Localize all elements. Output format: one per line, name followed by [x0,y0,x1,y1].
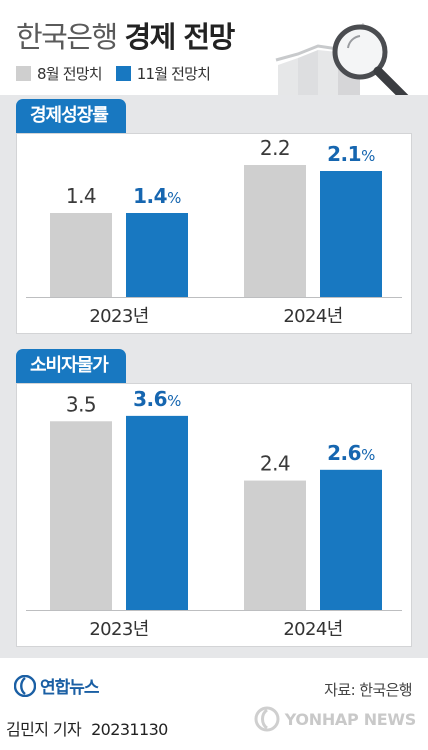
tab-prices: 소비자물가 [16,349,126,383]
value-label-c1-0-s1: 3.6% [133,387,181,411]
source-note: 자료: 한국은행 [324,681,412,699]
legend-item-nov: 11월 전망치 [115,63,211,84]
byline: 김민지 기자 20231130 [6,716,168,740]
legend-label-nov: 11월 전망치 [136,65,211,83]
author: 김민지 기자 [6,720,82,739]
tab-growth: 경제성장률 [16,99,126,133]
category-label-c0-1: 2024년 [283,306,342,327]
bar-c0-1-s1 [320,171,382,297]
title-bank: 한국은행 [16,20,118,54]
value-label-c0-1-s1: 2.1% [327,142,375,166]
legend-label-aug: 8월 전망치 [37,65,103,83]
watermark-logo-icon [254,706,280,732]
prices-chart: 3.5 3.6% 2023년 2.4 2.6% 2024년 [26,387,402,640]
title-topic: 경제 전망 [124,20,235,54]
watermark-text: YONHAP NEWS [284,709,417,729]
value-label-c0-0-s0: 1.4 [66,184,96,208]
value-label-c1-0-s0: 3.5 [66,392,96,416]
bar-c0-0-s0 [50,213,112,297]
growth-chart: 1.4 1.4% 2023년 2.2 2.1% 2024년 [26,136,402,327]
page-title: 한국은행 경제 전망 [16,14,235,56]
magnifier-chart-icon [275,22,411,104]
legend-swatch-aug [16,66,31,81]
yonhap-logo: 연합뉴스 [14,673,100,698]
bar-c1-0-s1 [126,415,188,610]
bar-c1-0-s0 [50,421,112,610]
publish-date: 20231130 [91,720,168,739]
bar-c1-1-s0 [244,480,306,610]
category-label-c1-0: 2023년 [89,619,148,640]
legend: 8월 전망치 11월 전망치 [16,63,224,84]
yonhap-watermark: YONHAP NEWS [254,706,416,732]
value-label-c0-1-s0: 2.2 [260,136,290,160]
category-label-c1-1: 2024년 [283,619,342,640]
value-label-c1-1-s0: 2.4 [260,452,290,476]
bar-c0-0-s1 [126,213,188,297]
category-label-c0-0: 2023년 [89,306,148,327]
value-label-c1-1-s1: 2.6% [327,441,375,465]
yonhap-logo-icon [14,674,36,697]
legend-swatch-nov [115,66,131,81]
value-label-c0-0-s1: 1.4% [133,184,181,208]
bar-c0-1-s0 [244,165,306,297]
brand-name: 연합뉴스 [40,678,100,698]
legend-item-aug: 8월 전망치 [16,63,103,84]
bar-c1-1-s1 [320,469,382,610]
